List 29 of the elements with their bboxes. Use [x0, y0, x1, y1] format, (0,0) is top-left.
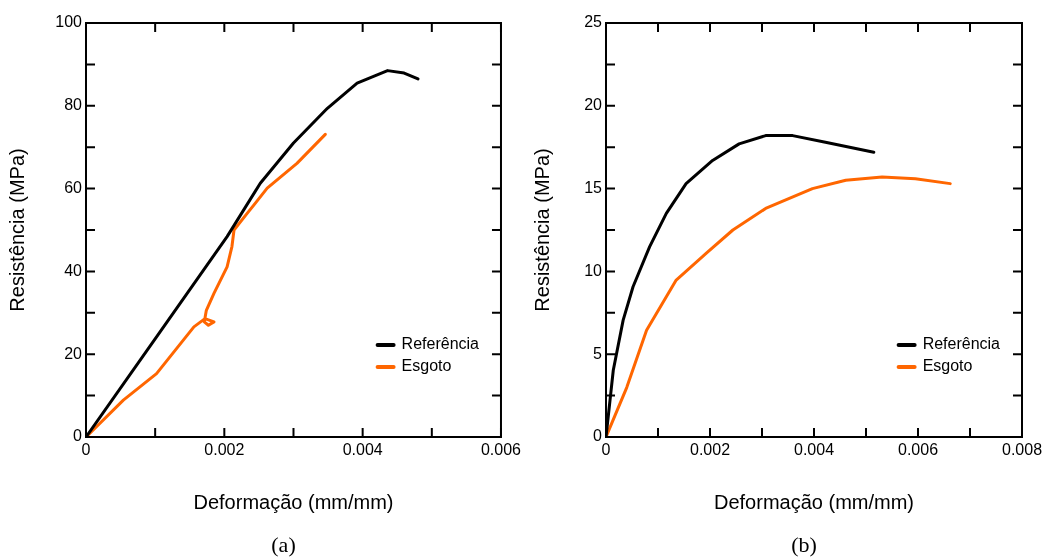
- x-tick-label: 0.006: [480, 441, 522, 459]
- y-tick-label: 60: [64, 179, 83, 197]
- y-axis-title: Resistência (MPa): [530, 148, 553, 312]
- y-tick-label: 0: [73, 427, 83, 445]
- x-tick-label: 0.004: [342, 441, 383, 459]
- x-axis-title: Deformação (mm/mm): [713, 490, 915, 513]
- x-tick-label: 0.006: [897, 441, 939, 459]
- legend-label: Esgoto: [401, 357, 452, 375]
- y-tick-label: 5: [593, 344, 603, 362]
- y-axis-title: Resistência (MPa): [5, 148, 28, 312]
- y-tick-label: 25: [584, 13, 603, 31]
- legend-label: Referência: [401, 335, 480, 353]
- y-tick-label: 80: [64, 96, 83, 114]
- y-tick-label: 10: [584, 261, 603, 279]
- x-axis-title: Deformação (mm/mm): [193, 490, 394, 513]
- x-tick-label: 0.002: [204, 441, 245, 459]
- y-tick-label: 20: [584, 96, 603, 114]
- legend-label: Esgoto: [922, 357, 973, 375]
- y-tick-label: 20: [64, 344, 83, 362]
- x-tick-label: 0.004: [793, 441, 835, 459]
- y-tick-label: 40: [64, 261, 83, 279]
- legend-label: Referência: [922, 335, 1001, 353]
- x-tick-label: 0.008: [1001, 441, 1043, 459]
- y-tick-label: 0: [593, 427, 603, 445]
- y-tick-label: 15: [584, 179, 603, 197]
- text: (a): [271, 532, 296, 557]
- x-tick-label: 0.002: [689, 441, 731, 459]
- y-tick-label: 100: [55, 13, 83, 31]
- text: (b): [791, 532, 817, 557]
